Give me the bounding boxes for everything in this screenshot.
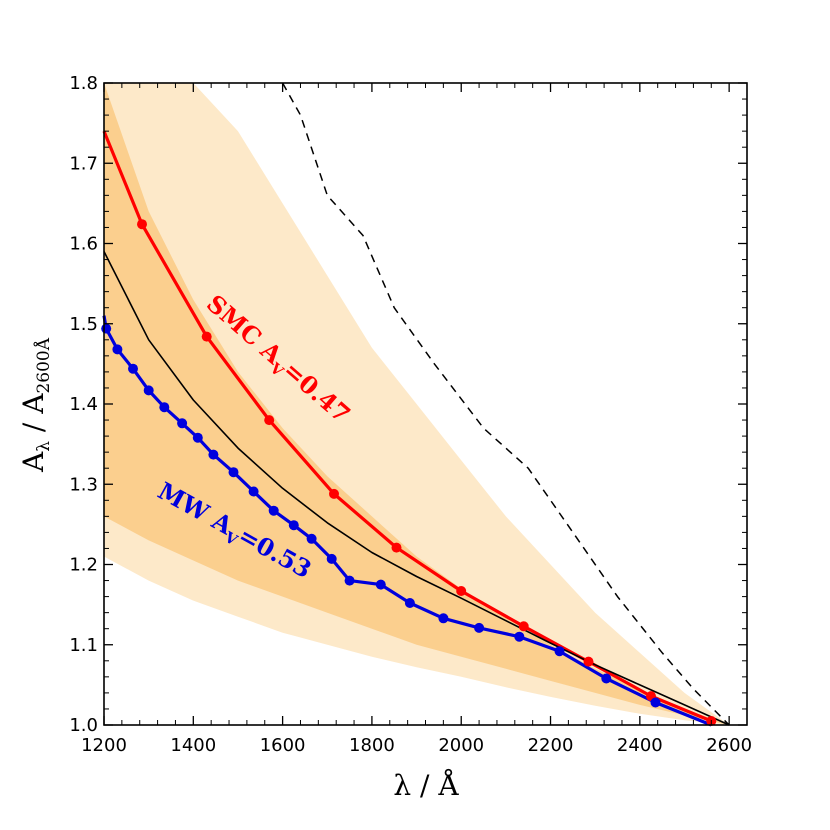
marker-smc — [264, 415, 275, 426]
marker-smc — [456, 586, 467, 596]
marker-mw — [228, 467, 239, 478]
line-dashed — [281, 82, 730, 726]
marker-mw — [268, 505, 279, 516]
y-tick-label: 1.4 — [69, 394, 98, 415]
marker-mw — [474, 622, 485, 633]
y-tick-label: 1.0 — [69, 715, 98, 736]
x-tick-label: 2600 — [706, 735, 752, 756]
y-tick-label: 1.7 — [69, 153, 98, 174]
marker-smc — [583, 656, 594, 667]
marker-mw — [112, 344, 123, 355]
marker-mw — [375, 579, 386, 590]
marker-mw — [404, 598, 415, 608]
marker-mw — [601, 673, 612, 684]
y-axis-label: Aλ / A2600Å — [17, 337, 54, 473]
x-tick-label: 2000 — [438, 735, 484, 756]
marker-mw — [554, 646, 565, 657]
y-tick-label: 1.6 — [69, 234, 98, 255]
y-tick-label: 1.2 — [69, 555, 98, 576]
marker-mw — [344, 575, 355, 586]
marker-mw — [326, 553, 337, 564]
axis-ticks — [103, 82, 748, 726]
marker-smc — [201, 331, 212, 342]
x-tick-label: 1800 — [349, 735, 395, 756]
marker-mw — [177, 418, 188, 429]
marker-mw — [306, 533, 317, 544]
marker-mw — [128, 363, 138, 374]
line-mean — [103, 251, 730, 726]
uncertainty-bands — [104, 83, 730, 725]
x-tick-label: 2200 — [528, 735, 574, 756]
marker-mw — [101, 323, 112, 334]
x-tick-label: 1600 — [260, 735, 306, 756]
tick-labels: 1200 1400 1600 1800 2000 2200 2400 2600 1.0 1.1 1.… — [69, 73, 752, 756]
marker-mw — [438, 613, 449, 624]
marker-mw — [159, 402, 170, 413]
x-tick-label: 1200 — [81, 735, 127, 756]
marker-mw — [248, 486, 259, 497]
y-tick-label: 1.3 — [69, 474, 98, 495]
marker-smc — [329, 488, 339, 499]
y-tick-label: 1.5 — [69, 314, 98, 335]
marker-mw — [208, 449, 219, 460]
x-tick-label: 2400 — [617, 735, 663, 756]
marker-smc — [137, 219, 147, 230]
marker-mw — [650, 697, 661, 708]
x-axis-label: λ / Å — [393, 769, 459, 802]
y-tick-label: 1.8 — [69, 73, 98, 94]
inner-band — [104, 83, 730, 725]
x-tick-label: 1400 — [170, 735, 216, 756]
marker-smc — [391, 542, 402, 553]
marker-mw — [288, 520, 299, 531]
marker-smc — [518, 621, 529, 632]
marker-mw — [192, 432, 203, 443]
marker-mw — [514, 631, 525, 642]
marker-mw — [143, 385, 154, 396]
y-tick-label: 1.1 — [69, 635, 98, 656]
